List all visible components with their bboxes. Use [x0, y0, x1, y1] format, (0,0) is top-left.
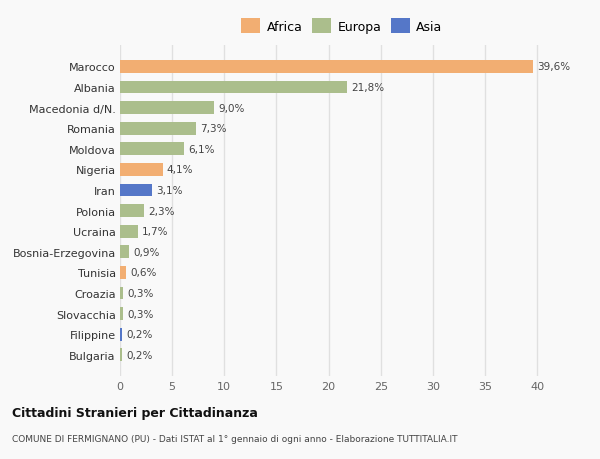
Text: 0,6%: 0,6%	[130, 268, 157, 278]
Legend: Africa, Europa, Asia: Africa, Europa, Asia	[238, 16, 446, 38]
Text: 9,0%: 9,0%	[218, 103, 244, 113]
Text: 4,1%: 4,1%	[167, 165, 193, 175]
Text: 7,3%: 7,3%	[200, 124, 227, 134]
Text: 21,8%: 21,8%	[352, 83, 385, 93]
Bar	[120, 349, 122, 361]
Bar	[120, 102, 214, 115]
Bar	[120, 246, 130, 258]
Text: 0,2%: 0,2%	[126, 350, 152, 360]
Text: 3,1%: 3,1%	[157, 185, 183, 196]
Bar	[120, 266, 126, 279]
Bar	[120, 184, 152, 197]
Bar	[120, 81, 347, 94]
Text: 0,3%: 0,3%	[127, 309, 154, 319]
Text: 0,2%: 0,2%	[126, 330, 152, 339]
Bar	[120, 328, 122, 341]
Bar	[120, 143, 184, 156]
Bar	[120, 164, 163, 176]
Bar	[120, 61, 533, 73]
Text: Cittadini Stranieri per Cittadinanza: Cittadini Stranieri per Cittadinanza	[12, 406, 258, 419]
Text: COMUNE DI FERMIGNANO (PU) - Dati ISTAT al 1° gennaio di ogni anno - Elaborazione: COMUNE DI FERMIGNANO (PU) - Dati ISTAT a…	[12, 434, 458, 443]
Text: 39,6%: 39,6%	[537, 62, 570, 72]
Bar	[120, 205, 144, 218]
Bar	[120, 123, 196, 135]
Bar	[120, 308, 123, 320]
Bar	[120, 225, 138, 238]
Text: 2,3%: 2,3%	[148, 206, 175, 216]
Text: 0,3%: 0,3%	[127, 288, 154, 298]
Text: 0,9%: 0,9%	[134, 247, 160, 257]
Text: 1,7%: 1,7%	[142, 227, 169, 237]
Bar	[120, 287, 123, 300]
Text: 6,1%: 6,1%	[188, 145, 214, 155]
